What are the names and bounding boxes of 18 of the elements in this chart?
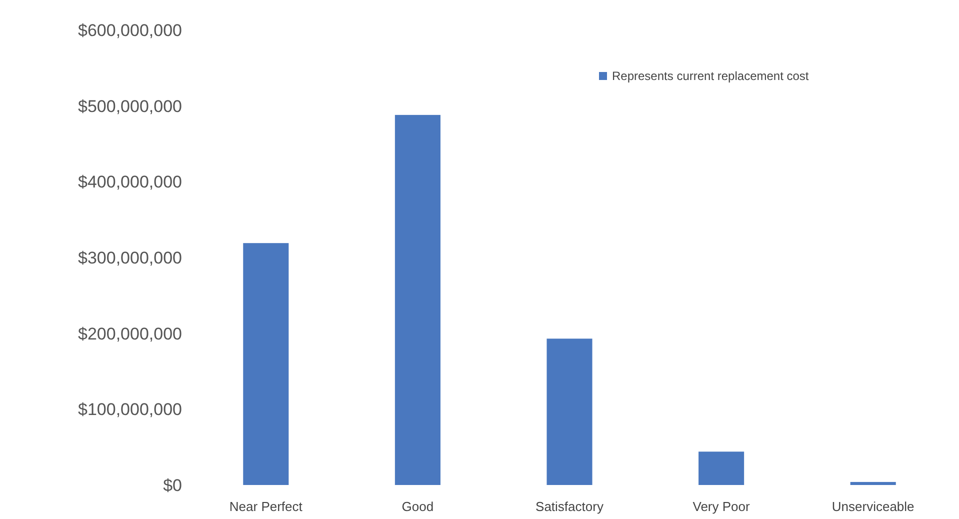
- legend-label: Represents current replacement cost: [612, 69, 810, 84]
- y-tick-label: $500,000,000: [78, 96, 182, 116]
- x-tick-label: Very Poor: [692, 499, 751, 514]
- bar: [546, 338, 592, 485]
- bar: [698, 452, 744, 485]
- x-tick-label: Good: [402, 499, 434, 514]
- x-tick-label: Satisfactory: [536, 499, 604, 514]
- y-tick-label: $600,000,000: [78, 20, 182, 40]
- y-tick-label: $100,000,000: [78, 400, 182, 420]
- bar: [243, 243, 289, 485]
- bar: [850, 482, 896, 485]
- y-tick-label: $300,000,000: [78, 248, 182, 268]
- y-tick-label: $400,000,000: [78, 172, 182, 192]
- x-tick-label: Unserviceable: [832, 499, 914, 514]
- y-tick-label: $200,000,000: [78, 324, 182, 344]
- bar: [394, 114, 440, 485]
- x-tick-label: Near Perfect: [229, 499, 303, 514]
- y-tick-label: $0: [163, 476, 182, 495]
